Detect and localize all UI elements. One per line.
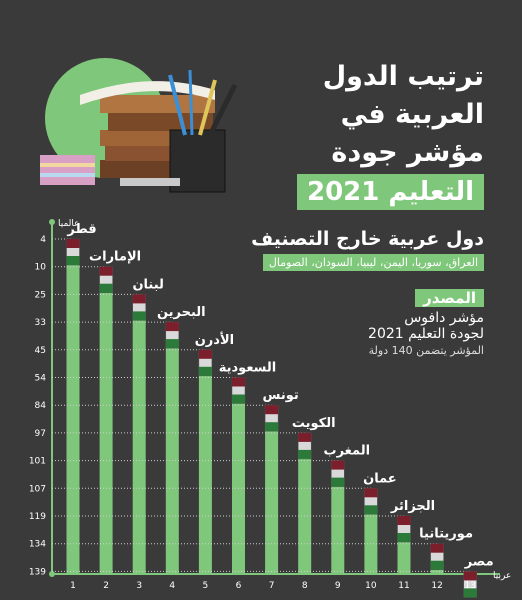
x-axis-label: عربيا (493, 571, 511, 581)
bar (430, 569, 444, 574)
country-label: عمان (363, 471, 397, 486)
country-label: مصر (464, 554, 494, 569)
country-label: البحرين (157, 305, 206, 320)
country-label: لبنان (132, 277, 163, 292)
bar (265, 431, 279, 574)
source-line-2: لجودة التعليم 2021 (368, 326, 484, 342)
y-tick-label: 45 (35, 346, 46, 356)
open-book-icon (80, 81, 215, 105)
bar (198, 375, 212, 574)
country-label: قطر (66, 222, 96, 237)
y-tick-label: 134 (29, 540, 46, 550)
bar (331, 486, 345, 574)
y-tick-label: 25 (35, 290, 46, 300)
bar (66, 265, 80, 574)
title-line-3: مؤشر جودة (331, 137, 484, 168)
y-tick-label: 54 (35, 374, 47, 384)
y-tick-label: 139 (29, 567, 46, 577)
country-label: تونس (262, 388, 298, 403)
title-line-2: العربية في (340, 99, 484, 130)
country-label: الأدرن (195, 331, 234, 348)
y-tick-label: 84 (35, 401, 47, 411)
y-tick-label: 33 (35, 318, 46, 328)
y-axis-top-dot (49, 219, 55, 225)
x-tick-label: 9 (335, 581, 341, 591)
y-tick-label: 4 (40, 235, 46, 245)
x-tick-label: 6 (236, 581, 242, 591)
x-tick-label: 13 (464, 581, 475, 591)
y-tick-label: 10 (35, 263, 47, 273)
x-tick-label: 1 (70, 581, 76, 591)
country-label: الجزائر (390, 499, 435, 514)
sticky-notes-icon (40, 155, 95, 185)
x-tick-label: 5 (203, 581, 209, 591)
y-tick-label: 101 (29, 457, 46, 467)
country-label: موريتانيا (419, 527, 473, 542)
y-tick-label: 97 (35, 429, 46, 439)
x-tick-label: 12 (431, 581, 442, 591)
books-illustration (40, 55, 270, 209)
x-tick-label: 11 (398, 581, 409, 591)
infographic-title: ترتيب الدول العربية في مؤشر جودة التعليم… (244, 58, 484, 210)
y-tick-label: 107 (29, 484, 46, 494)
x-tick-label: 3 (136, 581, 142, 591)
excluded-countries-note: دول عربية خارج التصنيف العراق، سوريا، ال… (224, 228, 484, 271)
x-tick-label: 10 (365, 581, 377, 591)
country-label: السعودية (219, 361, 277, 376)
excluded-heading: دول عربية خارج التصنيف (251, 228, 484, 250)
x-tick-label: 2 (103, 581, 109, 591)
source-line-3: المؤشر يتضمن 140 دولة (368, 344, 484, 357)
country-label: الإمارات (89, 250, 141, 265)
country-label: الكويت (292, 416, 336, 431)
bar (397, 542, 411, 574)
x-tick-label: 8 (302, 581, 308, 591)
y-tick-label: 119 (29, 512, 46, 522)
source-note: المصدر مؤشر دافوس لجودة التعليم 2021 الم… (314, 288, 484, 357)
x-tick-label: 7 (269, 581, 275, 591)
country-label: المغرب (324, 444, 371, 459)
axis-origin-dot (49, 571, 55, 577)
source-line-1: مؤشر دافوس (404, 310, 484, 326)
title-line-1: ترتيب الدول (322, 61, 484, 92)
y-axis-label: عالميا (58, 219, 80, 229)
excluded-list: العراق، سوريا، اليمن، ليبيا، السودان، ال… (262, 254, 484, 271)
title-year-badge: التعليم 2021 (296, 174, 484, 210)
bar (132, 320, 146, 574)
source-tag: المصدر (415, 289, 484, 307)
eraser-icon (120, 178, 180, 186)
x-tick-label: 4 (169, 581, 175, 591)
